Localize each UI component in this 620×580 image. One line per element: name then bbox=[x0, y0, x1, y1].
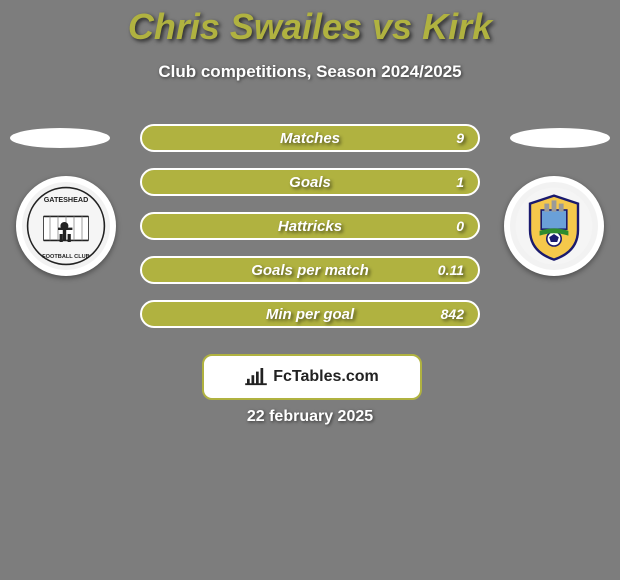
stat-value: 9 bbox=[456, 130, 464, 146]
subtitle: Club competitions, Season 2024/2025 bbox=[0, 62, 620, 82]
crest-left-top-text: GATESHEAD bbox=[44, 195, 89, 204]
title-player-right: Kirk bbox=[422, 6, 492, 47]
stat-label: Min per goal bbox=[266, 306, 354, 323]
stat-bar-goals: Goals 1 bbox=[140, 168, 480, 196]
stat-value: 842 bbox=[441, 306, 464, 322]
stat-label: Goals bbox=[289, 174, 331, 191]
gateshead-crest-icon: GATESHEAD FOOTBALL CLUB bbox=[26, 186, 106, 266]
gateshead-crest: GATESHEAD FOOTBALL CLUB bbox=[16, 176, 116, 276]
stat-bar-goals-per-match: Goals per match 0.11 bbox=[140, 256, 480, 284]
sutton-utd-crest bbox=[504, 176, 604, 276]
bar-chart-icon bbox=[245, 368, 267, 386]
title-vs-word: vs bbox=[372, 6, 412, 47]
site-watermark[interactable]: FcTables.com bbox=[202, 354, 422, 400]
stat-label: Goals per match bbox=[251, 262, 369, 279]
stat-label: Matches bbox=[280, 130, 340, 147]
stat-value: 0.11 bbox=[438, 262, 464, 278]
stat-bars: Matches 9 Goals 1 Hattricks 0 Goals per … bbox=[140, 124, 480, 344]
stat-bar-matches: Matches 9 bbox=[140, 124, 480, 152]
comparison-card: Chris Swailes vs Kirk Club competitions,… bbox=[0, 0, 620, 580]
stat-bar-min-per-goal: Min per goal 842 bbox=[140, 300, 480, 328]
player-right-avatar-placeholder bbox=[510, 128, 610, 148]
stat-label: Hattricks bbox=[278, 218, 342, 235]
page-title: Chris Swailes vs Kirk bbox=[0, 0, 620, 48]
player-left-avatar-placeholder bbox=[10, 128, 110, 148]
watermark-text: FcTables.com bbox=[273, 368, 379, 386]
stat-bar-hattricks: Hattricks 0 bbox=[140, 212, 480, 240]
sutton-utd-crest-icon bbox=[514, 186, 594, 266]
as-of-date: 22 february 2025 bbox=[0, 408, 620, 426]
stat-value: 1 bbox=[456, 174, 464, 190]
stat-value: 0 bbox=[456, 218, 464, 234]
title-sp bbox=[412, 6, 422, 47]
crest-left-bottom-text: FOOTBALL CLUB bbox=[42, 254, 89, 260]
title-player-left: Chris Swailes bbox=[128, 6, 362, 47]
